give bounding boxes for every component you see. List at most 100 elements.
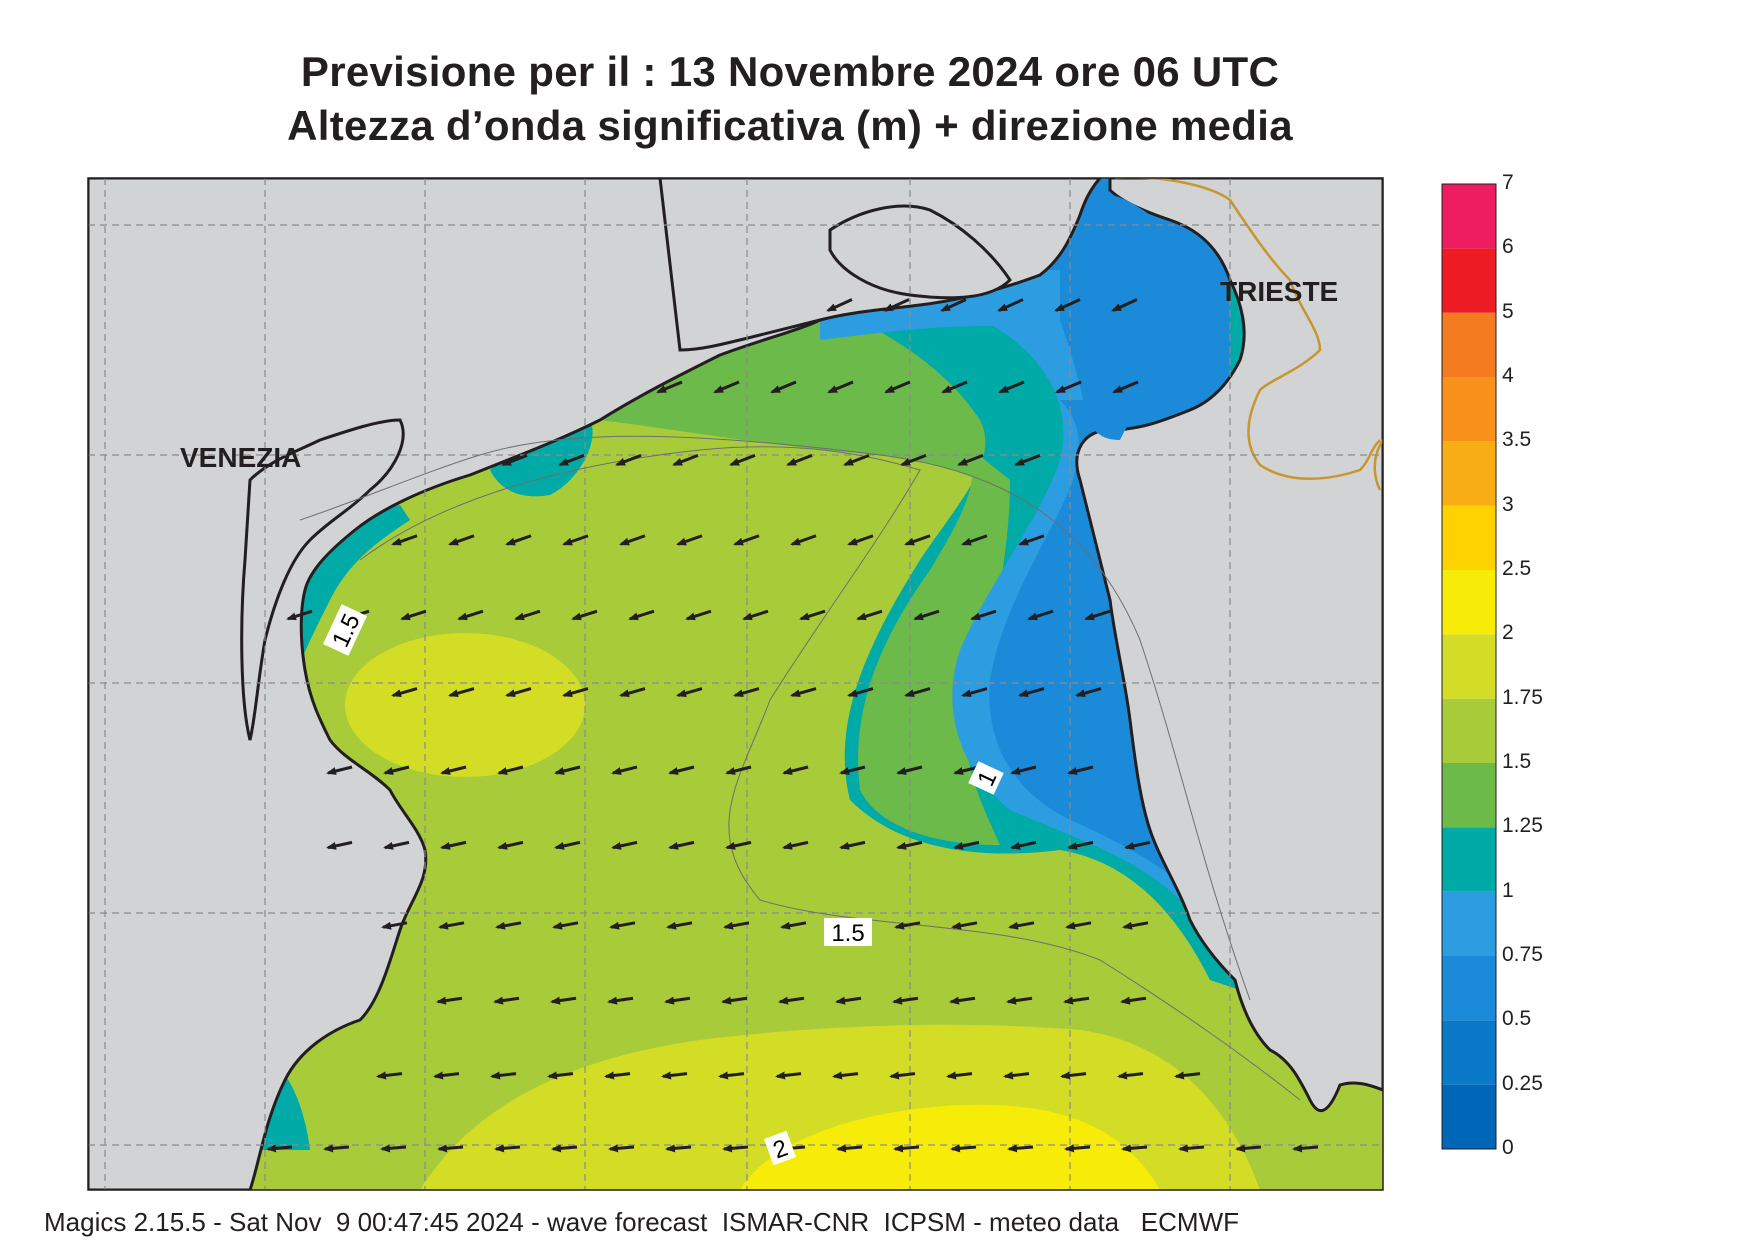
wave-arrow [376,1071,403,1080]
wave-arrow [832,1071,859,1080]
wave-arrow [725,765,752,775]
wave-arrow [913,609,940,621]
wave-arrow [790,534,817,546]
wave-arrow [847,534,874,546]
wave-arrow [380,1144,407,1153]
wave-arrow [997,298,1024,312]
national-border [1115,178,1381,480]
wave-arrow [786,453,813,467]
city-label-trieste: TRIESTE [1220,276,1338,307]
wave-arrow [946,1071,973,1080]
wave-arrow [713,380,740,394]
band-1.5-1.75 [260,446,1300,1190]
wave-arrow [383,765,410,775]
wave-arrow [725,840,752,850]
wave-arrow [770,380,797,394]
wave-arrow [951,921,978,930]
wave-arrow [514,609,541,621]
gulf-of-trieste [1060,193,1225,440]
wave-arrow [607,996,634,1005]
wave-arrow [383,840,410,850]
wave-arrow [1122,921,1149,930]
wave-arrow [619,534,646,546]
colorbar-frame [1441,183,1497,1150]
colorbar-tick-label: 3.5 [1502,428,1532,452]
wave-arrow [493,996,520,1005]
colorbar-segment [1442,956,1496,1021]
wave-arrow [609,921,636,930]
wave-arrow [742,609,769,621]
colorbar-tick-label: 3 [1502,492,1514,516]
colorbar-segment [1442,698,1496,763]
colorbar-segment [1442,1084,1496,1149]
wave-arrow [827,380,854,394]
wave-arrow [286,609,313,621]
wave-arrow [718,1071,745,1080]
wave-arrow [843,453,870,467]
wave-arrow [656,380,683,394]
wave-arrow [961,687,988,698]
wave-arrow [839,765,866,775]
wave-arrow [940,298,967,312]
wave-arrow [953,840,980,850]
national-border-2 [1373,439,1383,491]
band-2-2.5-south [740,1104,1160,1190]
wave-arrow [1075,687,1102,698]
colorbar-tick-label: 2 [1502,621,1514,645]
wave-arrow [665,1144,692,1153]
wave-arrow [550,996,577,1005]
wave-arrow [1018,687,1045,698]
wave-arrow [440,840,467,850]
wave-arrow [1065,921,1092,930]
wave-arrow [1111,298,1138,312]
wave-arrow [733,687,760,698]
wave-arrow [775,1071,802,1080]
wave-arrow [1006,996,1033,1005]
wave-arrow [1054,298,1081,312]
wave-arrow [1007,1144,1034,1153]
wave-arrow [950,1144,977,1153]
wave-arrow [839,840,866,850]
wave-arrow [672,453,699,467]
wave-arrow [904,534,931,546]
wave-arrow [552,921,579,930]
wave-arrow [1235,1144,1262,1153]
wave-arrow [889,1071,916,1080]
wave-arrow [904,687,931,698]
wave-arrow [547,1071,574,1080]
wave-arrow [1120,996,1147,1005]
wave-arrow [782,840,809,850]
wave-arrow [1121,1144,1148,1153]
wave-arrow [668,840,695,850]
wave-arrow [505,534,532,546]
wave-arrow [998,380,1025,394]
wave-arrow [433,1071,460,1080]
colorbar-segment [1442,634,1496,699]
wave-arrow [381,921,408,930]
wave-arrow [497,840,524,850]
wave-arrow [900,453,927,467]
wave-arrow [729,453,756,467]
wave-arrow [558,453,585,467]
wave-arrow [400,609,427,621]
wave-arrow [896,765,923,775]
wave-arrow [721,996,748,1005]
wave-arrow [1060,1071,1087,1080]
land-west [88,178,822,1190]
wave-arrow [457,609,484,621]
venezia-lagoon [240,418,405,741]
wave-arrow [448,687,475,698]
wave-arrow [1027,609,1054,621]
wave-arrow [1055,380,1082,394]
wave-arrow [676,534,703,546]
wave-arrow [661,1071,688,1080]
wave-arrow [554,840,581,850]
colorbar-segment [1442,570,1496,635]
wave-arrow [826,298,853,312]
wave-arrow [1112,380,1139,394]
wave-arrow [1124,840,1151,850]
colorbar-tick-label: 0 [1502,1136,1514,1159]
wave-arrow [957,453,984,467]
wave-arrow [1178,1144,1205,1153]
